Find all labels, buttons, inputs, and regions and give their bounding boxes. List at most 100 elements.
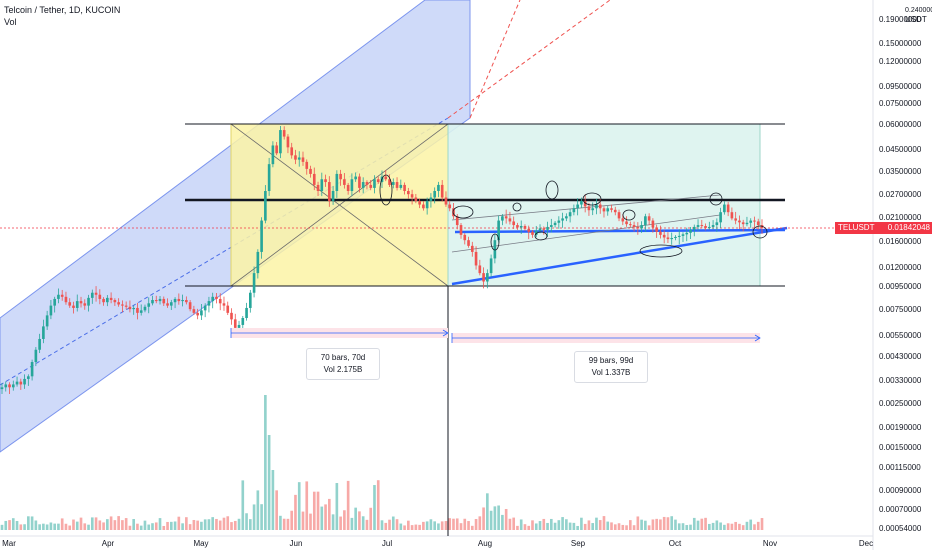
candle-body — [72, 305, 75, 308]
candle-body — [169, 302, 173, 306]
volume-bar — [433, 521, 436, 530]
volume-bar — [501, 514, 504, 530]
candle-body — [361, 182, 365, 188]
volume-bar — [681, 523, 685, 530]
ellipse-oct-high[interactable] — [709, 192, 723, 206]
ellipse-jul-high[interactable] — [379, 174, 393, 206]
symbol-title[interactable]: Telcoin / Tether, 1D, KUCOIN — [4, 5, 121, 15]
candle-body — [636, 226, 640, 229]
volume-bar — [109, 516, 113, 530]
candle-body — [459, 225, 463, 235]
candle-body — [215, 296, 218, 299]
volume-bar — [312, 491, 316, 530]
volume-bar — [331, 514, 335, 530]
volume-bar — [407, 520, 410, 530]
candle-body — [282, 130, 286, 137]
measure-label-1[interactable]: 70 bars, 70d Vol 2.175B — [306, 348, 380, 380]
volume-bar — [260, 504, 263, 530]
volume-indicator-label[interactable]: Vol — [4, 17, 17, 27]
horizontal-support-line[interactable] — [454, 228, 786, 234]
candle-body — [230, 312, 233, 320]
candle-body — [553, 222, 557, 226]
candle-body — [286, 136, 290, 148]
ellipse-aug-high[interactable] — [452, 205, 474, 219]
candle-body — [580, 200, 583, 205]
candle-body — [504, 216, 508, 219]
measure-label-2[interactable]: 99 bars, 99d Vol 1.337B — [574, 351, 648, 383]
channel-mid-extension — [447, 0, 611, 119]
candle-body — [399, 184, 403, 188]
candle-body — [403, 184, 406, 191]
candle-body — [365, 182, 369, 185]
volume-bar — [670, 516, 674, 530]
volume-bar — [339, 516, 342, 530]
price-axis[interactable]: 0.19000000 0.15000000 0.12000000 0.09500000… — [879, 15, 922, 533]
rising-support-line[interactable] — [451, 226, 788, 286]
candle-body — [188, 302, 192, 310]
candle-body — [422, 204, 425, 209]
volume-bar — [576, 525, 579, 530]
volume-bar — [602, 516, 606, 530]
ellipse-sep-high2[interactable] — [582, 192, 602, 206]
candle-body — [60, 294, 64, 297]
ellipse-aug-low2[interactable] — [534, 231, 548, 241]
ellipse-oct-low[interactable] — [639, 244, 683, 258]
time-tick-label: Aug — [478, 539, 492, 548]
volume-bar — [587, 520, 591, 530]
volume-bar — [4, 520, 8, 530]
volume-bar — [493, 506, 497, 530]
volume-bar — [440, 521, 444, 530]
volume-bar — [425, 521, 429, 530]
candle-body — [196, 312, 199, 316]
candle-body — [708, 226, 711, 228]
ellipse-last[interactable] — [752, 225, 768, 239]
candle-body — [749, 220, 753, 223]
candle-body — [677, 235, 681, 237]
ellipse-aug-mid[interactable] — [512, 202, 522, 212]
ellipse-sep-high[interactable] — [545, 180, 559, 200]
volume-bar — [553, 522, 557, 530]
volume-bar — [395, 519, 399, 530]
candle-body — [512, 221, 515, 226]
price-tick-label: 0.00090000 — [879, 486, 922, 495]
candle-body — [655, 227, 658, 232]
candle-body — [226, 305, 230, 313]
price-tick-label: 0.04500000 — [879, 145, 922, 154]
candle-body — [455, 216, 459, 226]
volume-bar — [734, 521, 737, 530]
candle-body — [343, 179, 346, 185]
candle-body — [139, 310, 143, 313]
volume-bar — [45, 524, 49, 530]
ellipse-sep-mid[interactable] — [622, 209, 636, 221]
volume-bar — [207, 519, 211, 530]
candle-body — [151, 300, 154, 304]
volume-bar — [422, 521, 425, 530]
candle-body — [316, 184, 320, 191]
volume-bar — [708, 523, 711, 530]
candle-body — [452, 208, 455, 217]
candle-body — [312, 173, 316, 185]
candle-body — [659, 231, 662, 235]
candle-body — [384, 176, 388, 180]
candle-body — [467, 240, 470, 246]
candle-body — [102, 298, 105, 303]
time-axis[interactable]: Mar Apr May Jun Jul Aug Sep Oct Nov Dec — [2, 539, 873, 548]
volume-bar — [218, 520, 222, 530]
volume-bar — [11, 518, 15, 530]
price-tick-label: 0.06000000 — [879, 120, 922, 129]
volume-bar — [90, 517, 94, 530]
candle-body — [136, 307, 139, 313]
volume-bar — [15, 521, 19, 530]
volume-bar — [595, 517, 598, 530]
volume-bar — [651, 519, 655, 530]
volume-bar — [508, 518, 512, 530]
volume-bar — [474, 518, 478, 530]
candle-body — [200, 310, 203, 316]
candle-body — [301, 157, 305, 162]
candle-body — [734, 218, 737, 221]
volume-bar — [124, 518, 128, 530]
candle-body — [407, 190, 410, 195]
channel-top-extension — [469, 0, 521, 119]
ellipse-aug-low[interactable] — [490, 233, 500, 251]
